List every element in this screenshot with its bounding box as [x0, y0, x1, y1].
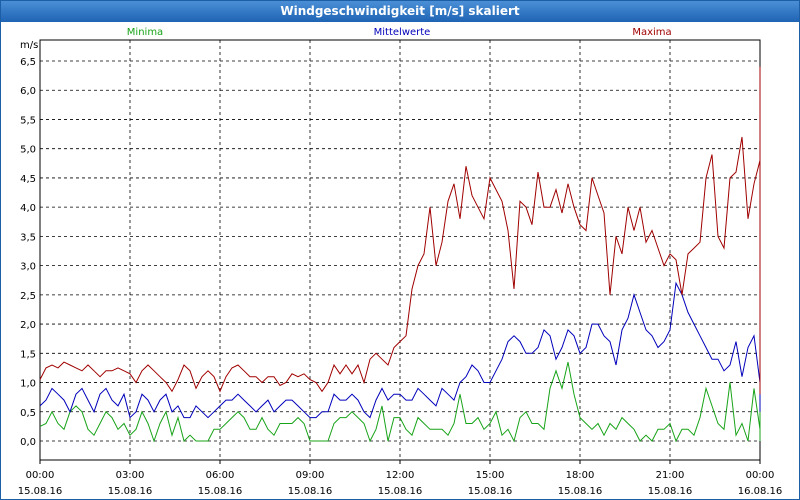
y-tick-label: 6,5: [20, 57, 36, 68]
x-tick-time-label: 18:00: [566, 470, 595, 481]
x-tick-date-label: 15.08.16: [378, 486, 423, 497]
y-tick-label: 0,0: [20, 437, 36, 448]
grid: [40, 40, 760, 460]
y-axis-unit-label: m/s: [20, 40, 38, 51]
y-tick-label: 3,0: [20, 262, 36, 273]
y-tick-label: 1,5: [20, 349, 36, 360]
y-tick-label: 3,5: [20, 232, 36, 243]
x-tick-date-label: 15.08.16: [18, 486, 63, 497]
y-tick-label: 5,5: [20, 115, 36, 126]
y-axis: 0,0 0,5 1,0 1,5 2,0 2,5 3,0 3,5 4,0 4,5 5,0 5,5 6,0 6…: [20, 57, 36, 448]
x-tick-time-label: 09:00: [296, 470, 325, 481]
window-title: Windgeschwindigkeit [m/s] skaliert: [1, 1, 799, 22]
x-tick-date-label: 16.08.16: [738, 486, 783, 497]
x-tick-date-label: 15.08.16: [198, 486, 243, 497]
series-line-maxima: [39, 66, 761, 395]
x-tick-date-label: 15.08.16: [468, 486, 513, 497]
x-tick-time-label: 00:00: [746, 470, 775, 481]
x-tick-time-label: 21:00: [656, 470, 685, 481]
x-tick-time-label: 00:00: [26, 470, 55, 481]
y-tick-label: 2,5: [20, 291, 36, 302]
x-tick-date-label: 15.08.16: [108, 486, 153, 497]
y-tick-label: 6,0: [20, 86, 36, 97]
x-tick-time-label: 12:00: [386, 470, 415, 481]
y-tick-label: 0,5: [20, 408, 36, 419]
y-tick-label: 5,0: [20, 145, 36, 156]
x-tick-time-label: 06:00: [206, 470, 235, 481]
legend: Minima Mittelwerte Maxima: [127, 27, 672, 38]
x-tick-date-label: 15.08.16: [558, 486, 603, 497]
series-group: [39, 66, 761, 443]
x-tick-date-label: 15.08.16: [288, 486, 333, 497]
legend-maxima: Maxima: [632, 27, 671, 38]
y-tick-label: 1,0: [20, 379, 36, 390]
x-tick-time-label: 03:00: [116, 470, 145, 481]
x-axis: 00:00 15.08.16 03:00 15.08.16 06:00 15.08.16 0…: [18, 460, 783, 497]
y-tick-label: 4,0: [20, 203, 36, 214]
x-tick-date-label: 15.08.16: [648, 486, 693, 497]
y-tick-label: 4,5: [20, 174, 36, 185]
legend-mittelwerte: Mittelwerte: [374, 27, 431, 38]
y-tick-label: 2,0: [20, 320, 36, 331]
series-line-minima: [39, 329, 761, 443]
x-tick-time-label: 15:00: [476, 470, 505, 481]
legend-minima: Minima: [127, 27, 163, 38]
